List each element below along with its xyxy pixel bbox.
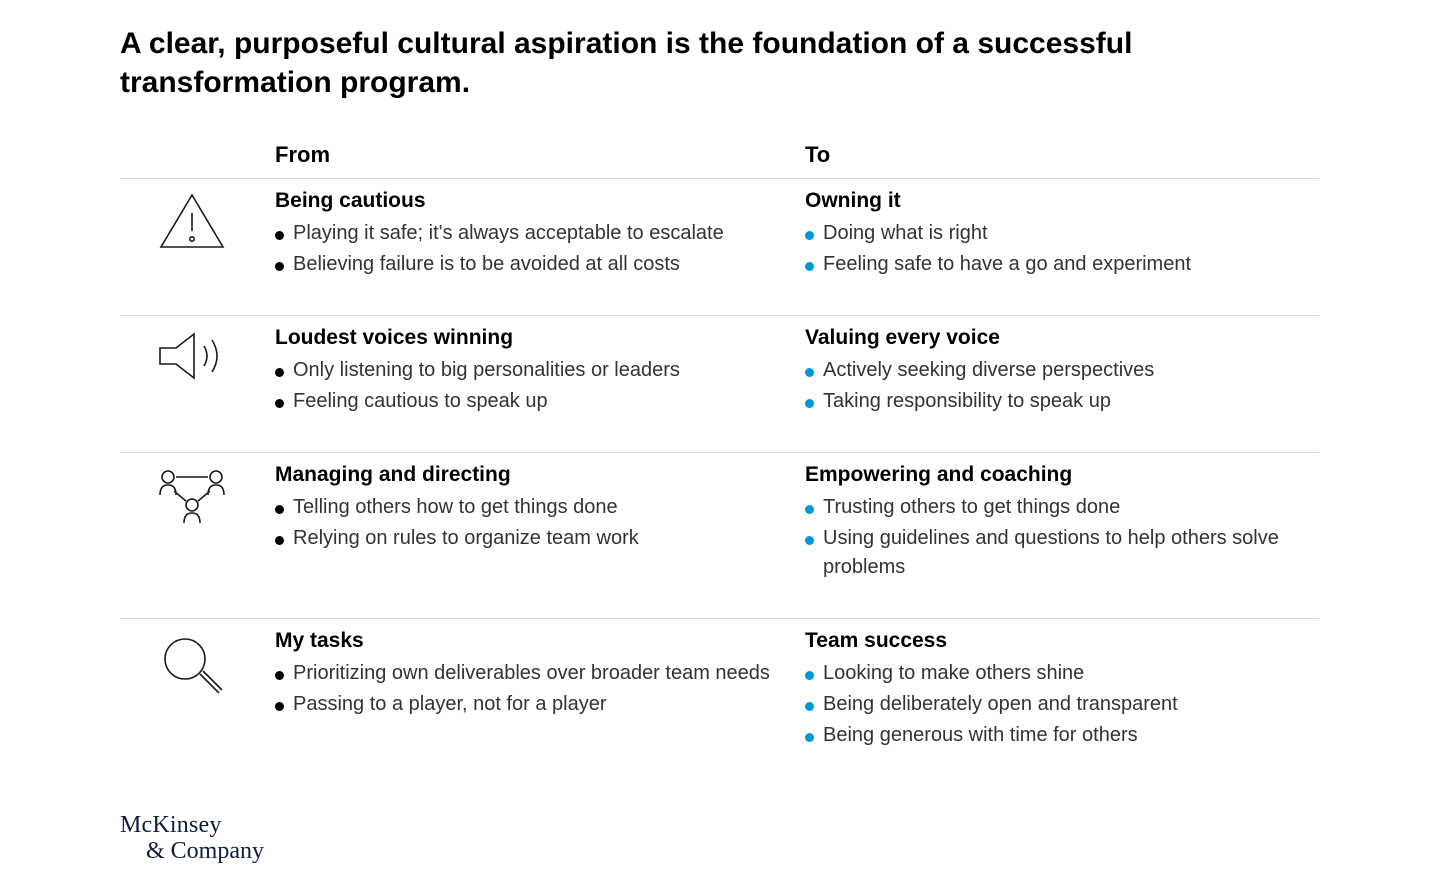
from-block: Managing and directing Telling others ho… <box>275 453 805 618</box>
list-item: Using guidelines and questions to help o… <box>805 524 1289 582</box>
from-points: Prioritizing own deliverables over broad… <box>275 659 775 719</box>
list-item: Actively seeking diverse perspectives <box>805 356 1289 385</box>
list-item: Relying on rules to organize team work <box>275 524 775 553</box>
from-points: Playing it safe; it's always acceptable … <box>275 219 775 279</box>
list-item: Believing failure is to be avoided at al… <box>275 250 775 279</box>
to-title: Empowering and coaching <box>805 463 1289 487</box>
column-header-from: From <box>275 138 805 178</box>
from-title: Being cautious <box>275 189 775 213</box>
to-points: Doing what is right Feeling safe to have… <box>805 219 1289 279</box>
to-title: Valuing every voice <box>805 326 1289 350</box>
column-header-to: To <box>805 138 1319 178</box>
to-points: Looking to make others shine Being delib… <box>805 659 1289 750</box>
to-block: Empowering and coaching Trusting others … <box>805 453 1319 618</box>
to-title: Owning it <box>805 189 1289 213</box>
list-item: Trusting others to get things done <box>805 493 1289 522</box>
list-item: Prioritizing own deliverables over broad… <box>275 659 775 688</box>
comparison-grid: From To Being cautious Playing it safe; … <box>120 138 1319 786</box>
from-block: My tasks Prioritizing own deliverables o… <box>275 619 805 786</box>
to-block: Owning it Doing what is right Feeling sa… <box>805 179 1319 315</box>
list-item: Being generous with time for others <box>805 721 1289 750</box>
list-item: Feeling safe to have a go and experiment <box>805 250 1289 279</box>
from-title: Managing and directing <box>275 463 775 487</box>
page: A clear, purposeful cultural aspiration … <box>0 0 1439 895</box>
to-block: Valuing every voice Actively seeking div… <box>805 316 1319 452</box>
from-title: Loudest voices winning <box>275 326 775 350</box>
list-item: Doing what is right <box>805 219 1289 248</box>
from-block: Loudest voices winning Only listening to… <box>275 316 805 452</box>
list-item: Passing to a player, not for a player <box>275 690 775 719</box>
logo-line-2: & Company <box>120 838 1319 864</box>
to-points: Actively seeking diverse perspectives Ta… <box>805 356 1289 416</box>
from-points: Telling others how to get things done Re… <box>275 493 775 553</box>
mckinsey-logo: McKinsey & Company <box>120 812 1319 865</box>
list-item: Looking to make others shine <box>805 659 1289 688</box>
from-block: Being cautious Playing it safe; it's alw… <box>275 179 805 315</box>
from-title: My tasks <box>275 629 775 653</box>
speaker-icon <box>120 316 275 452</box>
list-item: Taking responsibility to speak up <box>805 387 1289 416</box>
logo-line-1: McKinsey <box>120 812 1319 838</box>
to-title: Team success <box>805 629 1289 653</box>
list-item: Playing it safe; it's always acceptable … <box>275 219 775 248</box>
team-icon <box>120 453 275 618</box>
list-item: Feeling cautious to speak up <box>275 387 775 416</box>
list-item: Telling others how to get things done <box>275 493 775 522</box>
to-block: Team success Looking to make others shin… <box>805 619 1319 786</box>
from-points: Only listening to big personalities or l… <box>275 356 775 416</box>
to-points: Trusting others to get things done Using… <box>805 493 1289 582</box>
caution-icon <box>120 179 275 315</box>
list-item: Being deliberately open and transparent <box>805 690 1289 719</box>
list-item: Only listening to big personalities or l… <box>275 356 775 385</box>
magnifier-icon <box>120 619 275 786</box>
headline: A clear, purposeful cultural aspiration … <box>120 24 1220 102</box>
